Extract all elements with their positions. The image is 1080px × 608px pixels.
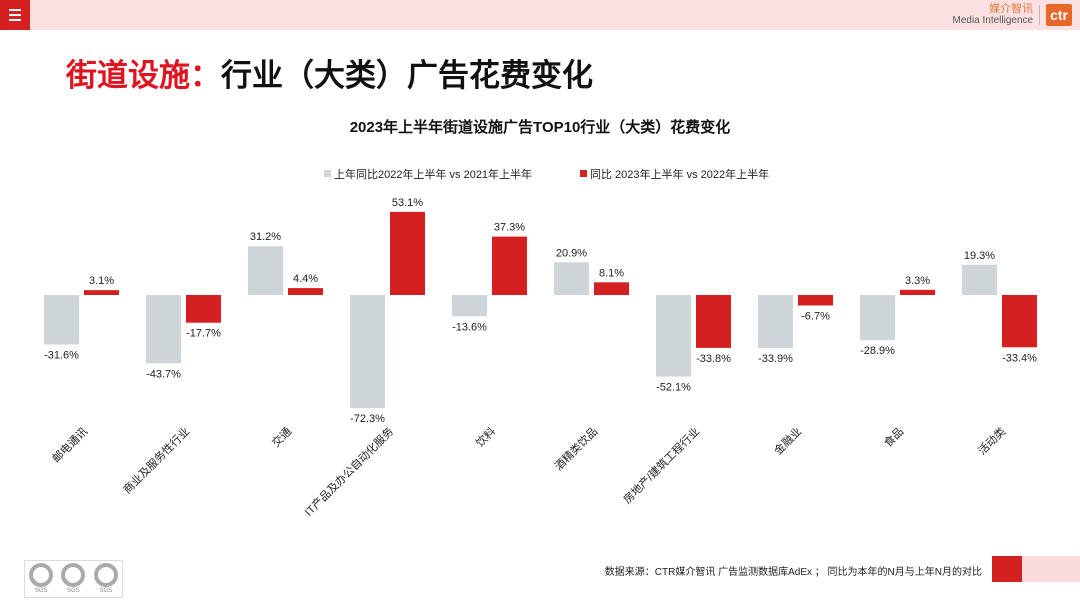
bar-grey bbox=[656, 295, 691, 377]
data-label: -43.7% bbox=[146, 368, 181, 380]
data-label: 4.4% bbox=[293, 273, 318, 285]
category-label: 酒精类饮品 bbox=[551, 424, 600, 473]
data-label: -72.3% bbox=[350, 413, 385, 425]
data-label: 3.3% bbox=[905, 275, 930, 287]
sgs-badge: SGS bbox=[61, 563, 86, 595]
legend-label-grey: 上年同比2022年上半年 vs 2021年上半年 bbox=[334, 167, 532, 181]
category-label: 交通 bbox=[269, 424, 294, 449]
data-label: -13.6% bbox=[452, 321, 487, 333]
data-label: -33.9% bbox=[758, 353, 793, 365]
bar-red bbox=[492, 236, 527, 295]
bar-grey bbox=[860, 295, 895, 341]
chart-title: 2023年上半年街道设施广告TOP10行业（大类）花费变化 bbox=[350, 118, 731, 136]
bar-grey bbox=[350, 295, 385, 409]
sgs-badge: SGS bbox=[93, 563, 118, 595]
bar-grey bbox=[962, 264, 997, 295]
bar-grey bbox=[758, 295, 793, 349]
data-label: 19.3% bbox=[964, 250, 995, 262]
bar-grey bbox=[452, 295, 487, 317]
bar-red bbox=[84, 290, 119, 295]
data-label: 53.1% bbox=[392, 197, 423, 209]
data-label: -17.7% bbox=[186, 328, 221, 340]
footer-pink-block bbox=[1022, 556, 1080, 582]
sgs-label: SGS bbox=[67, 588, 80, 594]
menu-icon bbox=[9, 9, 21, 11]
bar-red bbox=[594, 282, 629, 295]
sgs-label: SGS bbox=[99, 588, 113, 594]
category-label: 邮电通讯 bbox=[50, 425, 90, 465]
data-label: -6.7% bbox=[801, 310, 830, 322]
footer-red-block bbox=[992, 556, 1022, 582]
bar-red bbox=[288, 288, 323, 295]
data-label: -28.9% bbox=[860, 345, 895, 357]
sgs-badges: SGS SGS SGS bbox=[24, 560, 123, 598]
data-source-note: 数据来源：CTR媒介智讯 广告监测数据库AdEx ； 同比为本年的N月与上年N月… bbox=[604, 567, 982, 578]
data-label: -33.4% bbox=[1002, 352, 1037, 364]
data-label: -33.8% bbox=[696, 353, 731, 365]
logo-en: Media Intelligence bbox=[952, 15, 1034, 26]
data-label: 31.2% bbox=[250, 231, 281, 243]
title-red: 街道设施： bbox=[66, 58, 221, 93]
data-label: 3.1% bbox=[89, 275, 114, 287]
sgs-label: SGS bbox=[34, 588, 48, 594]
bar-red bbox=[390, 211, 425, 295]
bar-grey bbox=[248, 246, 283, 295]
category-label: 商业及服务性行业 bbox=[120, 424, 192, 496]
ctr-logo: 媒介智讯 Media Intelligence ctr bbox=[952, 4, 1072, 26]
sgs-icon bbox=[93, 563, 118, 587]
bar-grey bbox=[146, 295, 181, 364]
data-label: 37.3% bbox=[494, 222, 525, 234]
menu-button[interactable] bbox=[0, 0, 30, 30]
sgs-icon bbox=[29, 563, 54, 587]
category-label: 活动类 bbox=[975, 424, 1008, 457]
data-label: 8.1% bbox=[599, 267, 624, 279]
bar-red bbox=[1002, 295, 1037, 348]
legend-swatch-red bbox=[580, 170, 587, 177]
category-label: 饮料 bbox=[473, 424, 498, 449]
logo-mark: ctr bbox=[1046, 4, 1072, 26]
bar-red bbox=[696, 295, 731, 348]
sgs-icon bbox=[61, 563, 86, 587]
category-label: 金融业 bbox=[771, 424, 804, 457]
data-label: 20.9% bbox=[556, 247, 587, 259]
data-label: -52.1% bbox=[656, 382, 691, 394]
bar-red bbox=[186, 295, 221, 323]
bar-grey bbox=[554, 262, 589, 295]
title-black: 行业（大类）广告花费变化 bbox=[221, 58, 593, 93]
data-label: -31.6% bbox=[44, 349, 79, 361]
bar-red bbox=[900, 289, 935, 295]
bar-chart: 2023年上半年街道设施广告TOP10行业（大类）花费变化 上年同比2022年上… bbox=[44, 118, 1037, 519]
category-label: IT产品及办公自动化服务 bbox=[302, 424, 397, 519]
page-title: 街道设施：行业（大类）广告花费变化 bbox=[66, 50, 593, 95]
top-bar bbox=[0, 0, 1080, 30]
category-label: 房地产/建筑工程行业 bbox=[620, 424, 702, 506]
bar-grey bbox=[44, 295, 79, 345]
logo-cn: 媒介智讯 bbox=[989, 3, 1034, 15]
legend-label-red: 同比 2023年上半年 vs 2022年上半年 bbox=[590, 167, 769, 181]
category-label: 食品 bbox=[881, 424, 906, 449]
sgs-badge: SGS bbox=[29, 563, 54, 595]
bar-red bbox=[798, 295, 833, 306]
legend-swatch-grey bbox=[324, 170, 331, 177]
